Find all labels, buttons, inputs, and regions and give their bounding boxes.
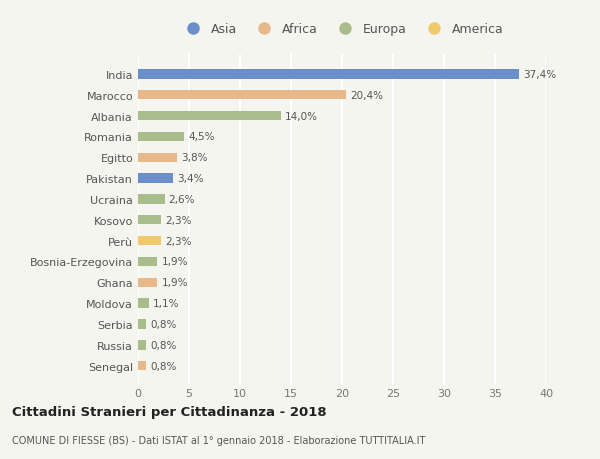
- Text: 2,3%: 2,3%: [166, 215, 192, 225]
- Text: 2,6%: 2,6%: [169, 195, 195, 205]
- Bar: [138, 112, 281, 121]
- Text: 14,0%: 14,0%: [285, 112, 318, 121]
- Bar: [138, 174, 173, 184]
- Bar: [138, 299, 149, 308]
- Bar: [138, 153, 177, 162]
- Bar: [138, 70, 520, 79]
- Text: 0,8%: 0,8%: [150, 361, 176, 371]
- Bar: [138, 91, 346, 100]
- Bar: [138, 195, 164, 204]
- Bar: [138, 361, 146, 370]
- Text: 37,4%: 37,4%: [524, 70, 557, 80]
- Bar: [138, 236, 161, 246]
- Text: 1,9%: 1,9%: [161, 257, 188, 267]
- Bar: [138, 278, 157, 287]
- Text: COMUNE DI FIESSE (BS) - Dati ISTAT al 1° gennaio 2018 - Elaborazione TUTTITALIA.: COMUNE DI FIESSE (BS) - Dati ISTAT al 1°…: [12, 435, 425, 445]
- Bar: [138, 216, 161, 225]
- Text: 0,8%: 0,8%: [150, 319, 176, 329]
- Text: 4,5%: 4,5%: [188, 132, 214, 142]
- Text: 1,9%: 1,9%: [161, 278, 188, 288]
- Bar: [138, 319, 146, 329]
- Text: 3,8%: 3,8%: [181, 153, 208, 163]
- Text: 2,3%: 2,3%: [166, 236, 192, 246]
- Text: 3,4%: 3,4%: [177, 174, 203, 184]
- Text: 0,8%: 0,8%: [150, 340, 176, 350]
- Legend: Asia, Africa, Europa, America: Asia, Africa, Europa, America: [176, 18, 508, 41]
- Text: Cittadini Stranieri per Cittadinanza - 2018: Cittadini Stranieri per Cittadinanza - 2…: [12, 405, 326, 418]
- Bar: [138, 133, 184, 142]
- Text: 20,4%: 20,4%: [350, 90, 383, 101]
- Bar: [138, 341, 146, 350]
- Text: 1,1%: 1,1%: [154, 298, 180, 308]
- Bar: [138, 257, 157, 267]
